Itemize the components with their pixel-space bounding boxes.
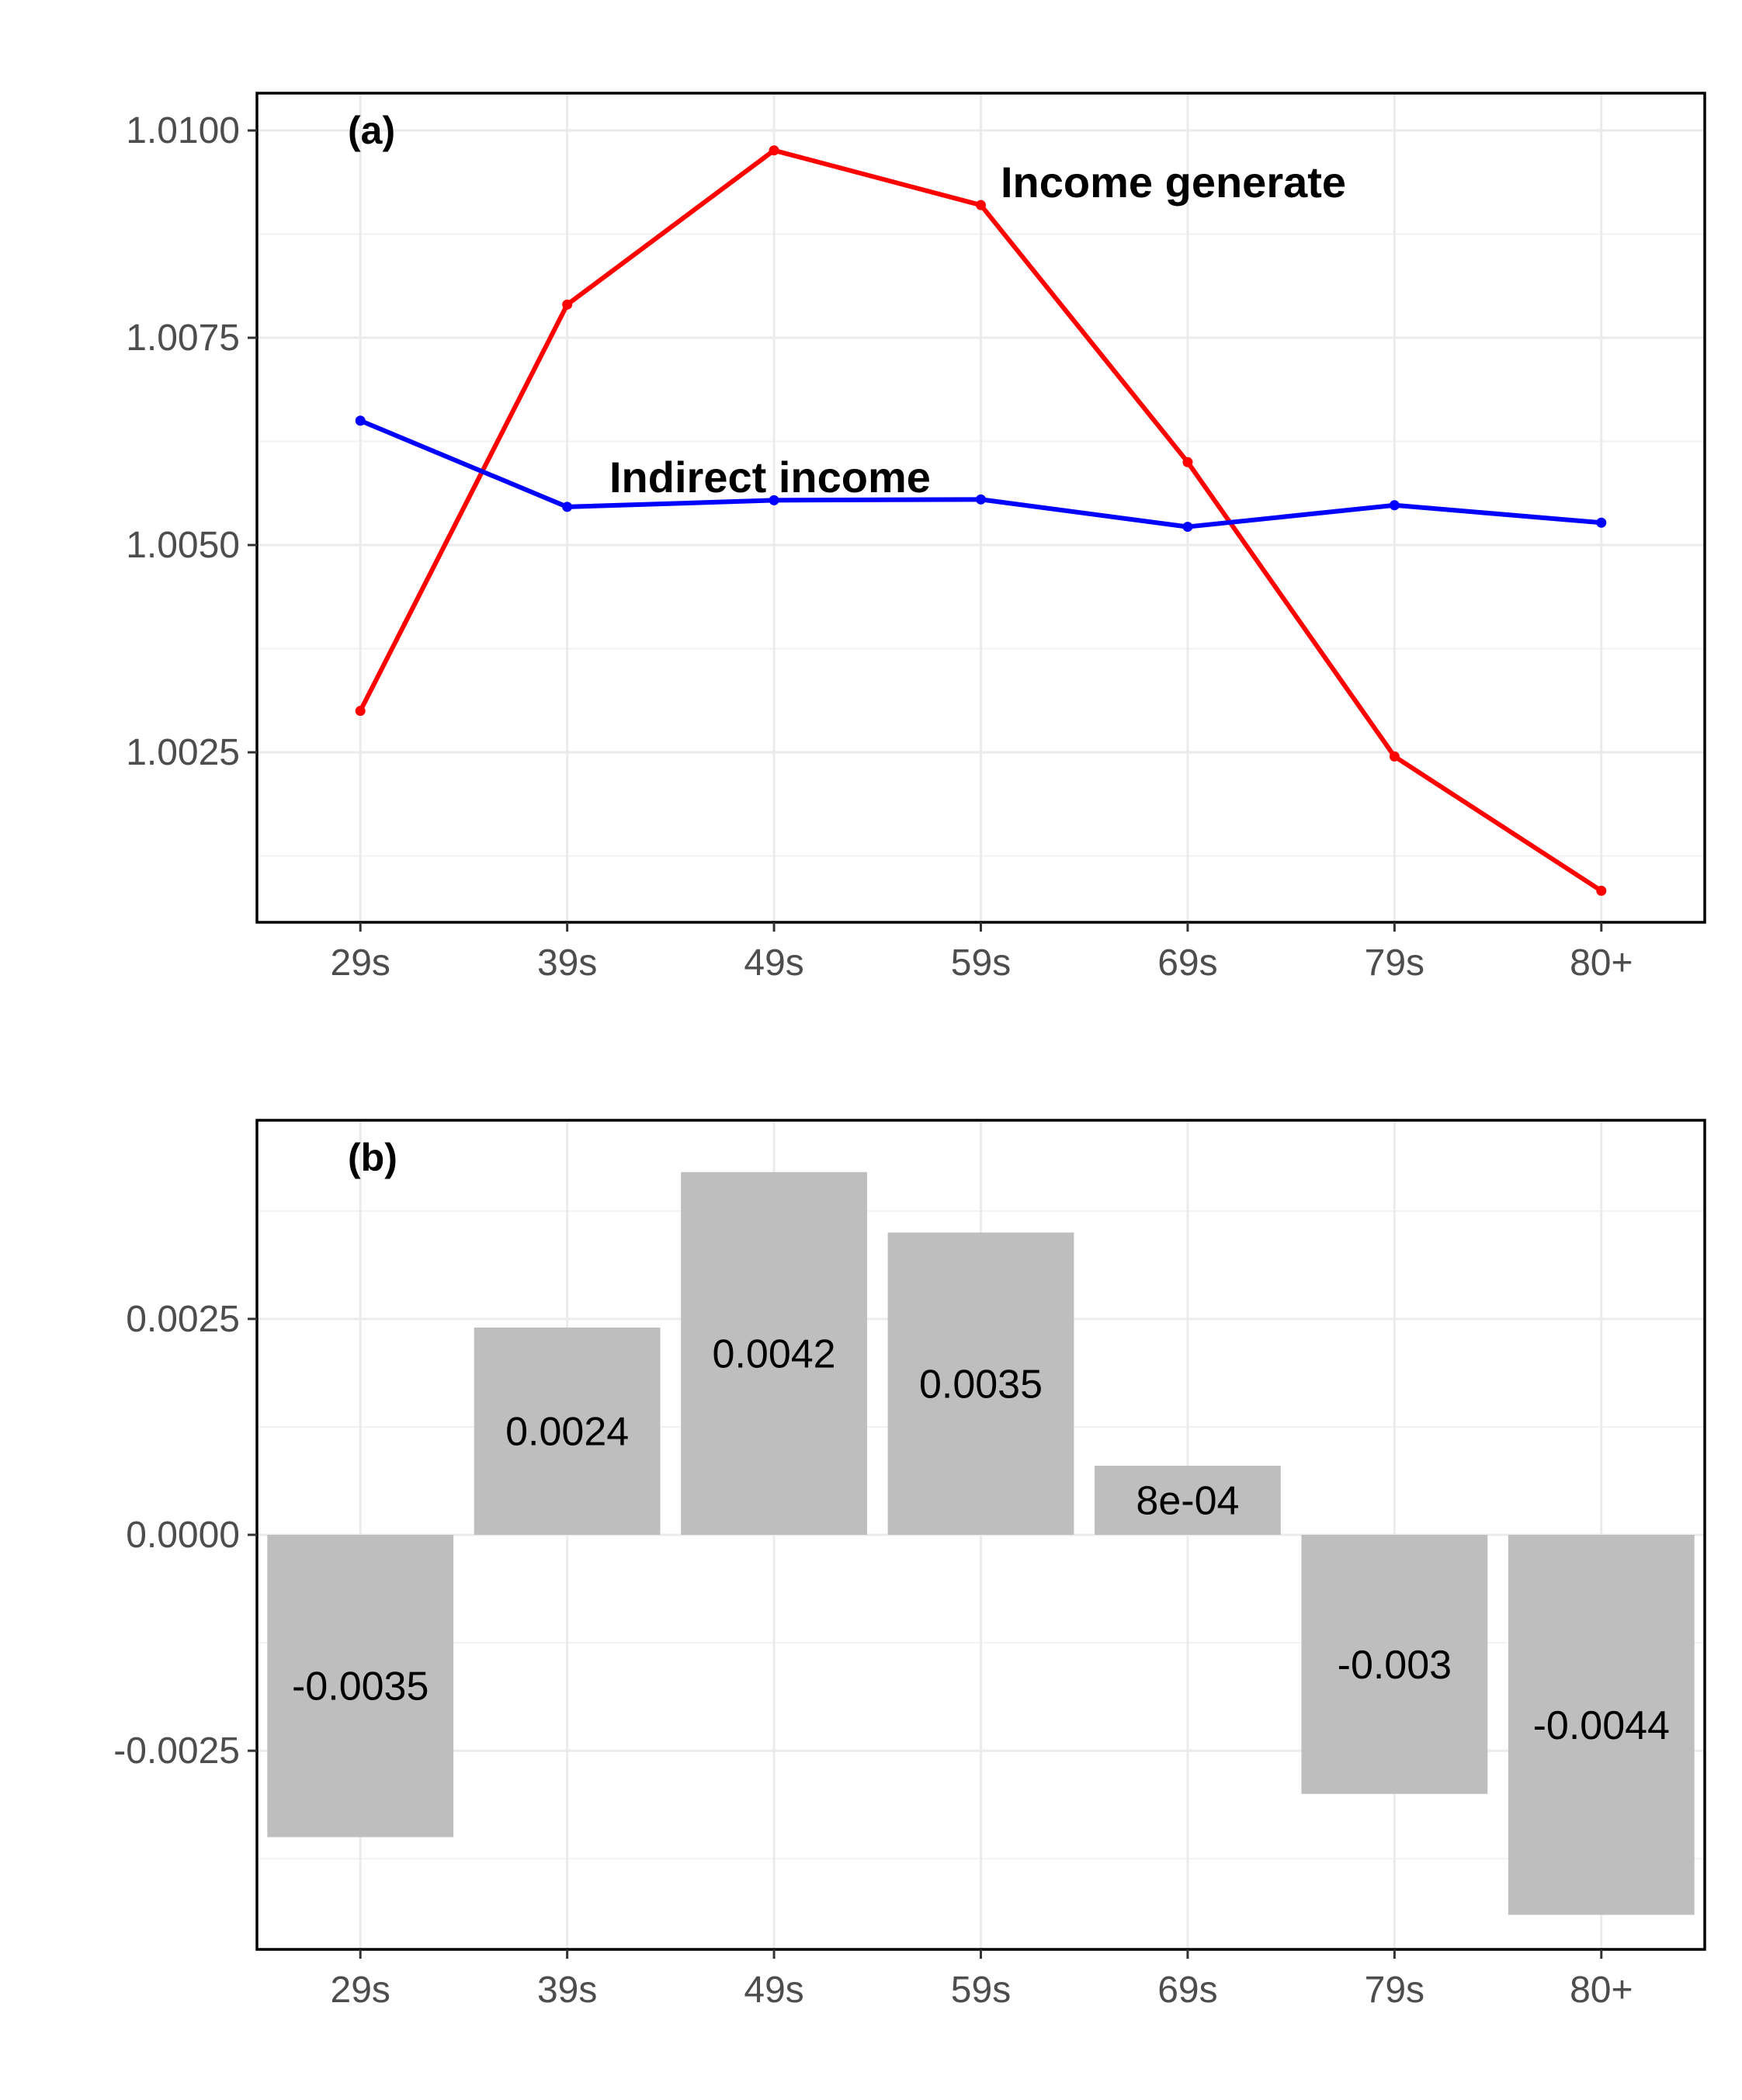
panel-b-y-axis: -0.0025 0.0000 0.0025	[113, 1299, 257, 1772]
point-indirect-income	[355, 415, 366, 426]
x-tick-label: 79s	[1365, 1970, 1424, 2011]
x-tick-label: 79s	[1365, 942, 1424, 984]
y-tick-label: 0.0000	[126, 1515, 240, 1556]
point-indirect-income	[562, 502, 573, 512]
point-income-generate	[976, 200, 986, 210]
x-tick-label: 39s	[537, 942, 597, 984]
bar-value-label: 0.0035	[919, 1362, 1043, 1407]
y-tick-label: -0.0025	[113, 1730, 240, 1772]
x-tick-label: 80+	[1570, 1970, 1633, 2011]
bar-value-label: 0.0042	[713, 1331, 836, 1376]
point-income-generate	[1389, 751, 1400, 762]
x-tick-label: 39s	[537, 1970, 597, 2011]
bar-value-label: -0.003	[1338, 1643, 1452, 1688]
x-tick-label: 59s	[951, 942, 1011, 984]
x-tick-label: 49s	[744, 942, 803, 984]
bar-value-label: -0.0044	[1533, 1703, 1670, 1748]
x-tick-label: 69s	[1157, 1970, 1217, 2011]
point-indirect-income	[976, 494, 986, 505]
point-indirect-income	[769, 495, 779, 505]
point-income-generate	[769, 145, 779, 156]
point-income-generate	[1596, 885, 1607, 896]
y-tick-label: 1.0025	[126, 732, 240, 773]
panel-b-bar-labels: -0.0035 0.0024 0.0042 0.0035 8e-04 -0.003 -0.0…	[292, 1331, 1670, 1748]
bar-49s	[681, 1171, 867, 1535]
bar-value-label: 0.0024	[505, 1410, 629, 1455]
panel-a-x-axis: 29s 39s 49s 59s 69s 79s 80+	[331, 922, 1633, 984]
panel-a-y-axis: 1.0025 1.0050 1.0075 1.0100	[126, 110, 257, 773]
panel-a-tag: (a)	[348, 109, 395, 152]
bar-value-label: 8e-04	[1136, 1479, 1239, 1524]
panel-a-gridlines	[257, 93, 1705, 922]
income-generate-label: Income generate	[1001, 158, 1346, 207]
point-income-generate	[1182, 456, 1193, 467]
panel-a-points	[355, 145, 1607, 896]
bar-value-label: -0.0035	[292, 1664, 429, 1710]
point-indirect-income	[1182, 522, 1193, 533]
bar-79s	[1301, 1535, 1488, 1794]
panel-b-x-axis: 29s 39s 49s 59s 69s 79s 80+	[331, 1949, 1633, 2011]
x-tick-label: 80+	[1570, 942, 1633, 984]
point-indirect-income	[1596, 517, 1607, 528]
bar-39s	[474, 1328, 661, 1535]
x-tick-label: 69s	[1157, 942, 1217, 984]
panel-b-tag: (b)	[348, 1136, 397, 1179]
panel-a-line-chart: 1.0025 1.0050 1.0075 1.0100 29s 39s 49s 59s 69s…	[126, 92, 1706, 984]
panel-b-bars	[267, 1171, 1695, 1915]
x-tick-label: 59s	[951, 1970, 1011, 2011]
x-tick-label: 29s	[331, 1970, 390, 2011]
x-tick-label: 49s	[744, 1970, 803, 2011]
y-tick-label: 1.0100	[126, 110, 240, 151]
y-tick-label: 1.0075	[126, 318, 240, 359]
x-tick-label: 29s	[331, 942, 390, 984]
point-indirect-income	[1389, 500, 1400, 511]
y-tick-label: 0.0025	[126, 1299, 240, 1340]
bar-69s	[1095, 1466, 1281, 1535]
indirect-income-label: Indirect income	[609, 453, 931, 502]
point-income-generate	[355, 706, 366, 717]
y-tick-label: 1.0050	[126, 525, 240, 566]
point-income-generate	[562, 299, 573, 310]
bar-29s	[267, 1535, 454, 1838]
bar-59s	[887, 1232, 1074, 1535]
panel-b-bar-chart: -0.0035 0.0024 0.0042 0.0035 8e-04 -0.003 -0.0…	[113, 1119, 1706, 2011]
bar-80	[1508, 1535, 1695, 1915]
